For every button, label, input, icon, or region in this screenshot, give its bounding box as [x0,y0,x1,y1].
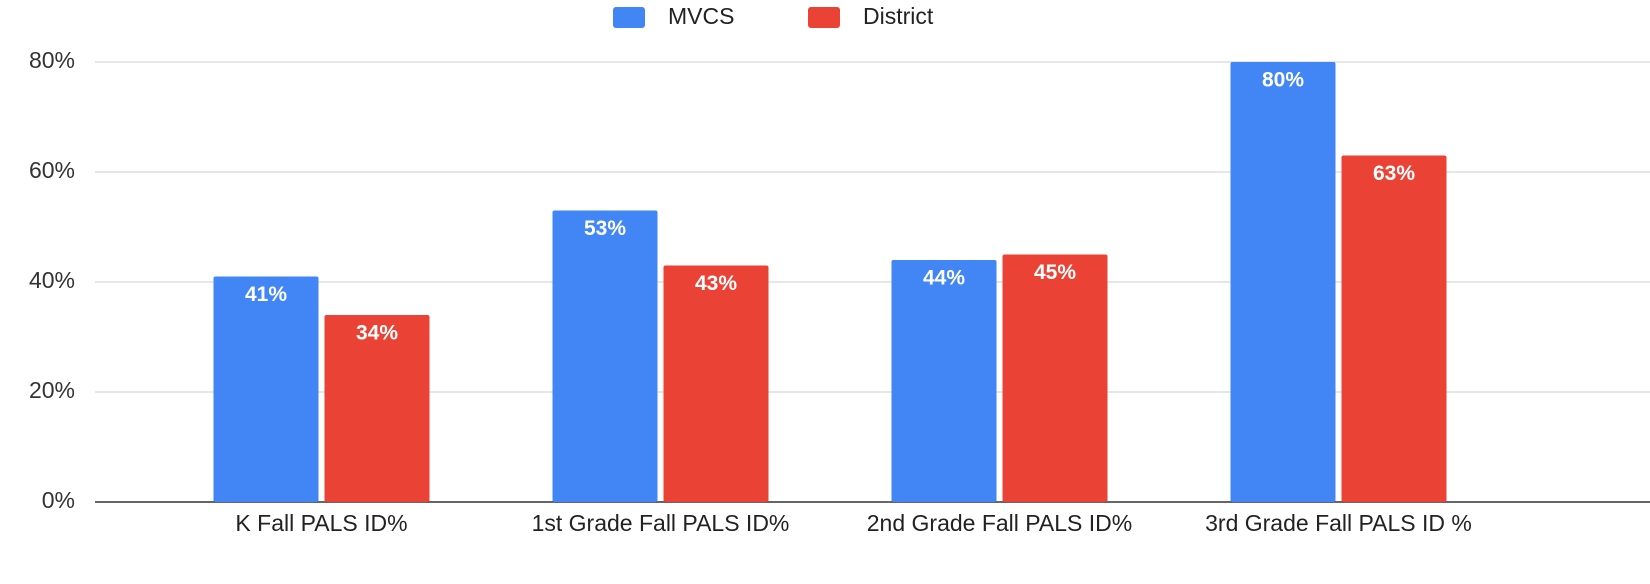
legend-label: MVCS [668,3,734,29]
x-tick-label: 2nd Grade Fall PALS ID% [866,510,1133,536]
data-label: 53% [584,217,626,240]
data-label: 41% [245,283,287,306]
legend-label: District [863,3,934,29]
x-tick-label: 3rd Grade Fall PALS ID % [1205,510,1472,536]
x-tick-label: 1st Grade Fall PALS ID% [531,510,790,536]
data-label: 45% [1034,261,1076,284]
y-tick-label: 40% [29,267,75,293]
data-label: 43% [695,272,737,295]
bar [663,265,769,502]
data-label: 44% [923,267,965,290]
bar [552,210,658,502]
bar [891,260,997,502]
y-tick-label: 60% [29,157,75,183]
data-label: 80% [1262,69,1304,92]
x-tick-label: K Fall PALS ID% [235,510,408,536]
bar [1341,155,1447,502]
y-tick-label: 80% [29,47,75,73]
legend-swatch [808,7,840,28]
legend-swatch [613,7,645,28]
y-tick-label: 0% [42,487,75,513]
y-tick-label: 20% [29,377,75,403]
bar [213,276,319,502]
data-label: 63% [1373,162,1415,185]
bar [1002,254,1108,502]
bar [1230,62,1336,502]
data-label: 34% [356,322,398,345]
bar [324,315,430,502]
